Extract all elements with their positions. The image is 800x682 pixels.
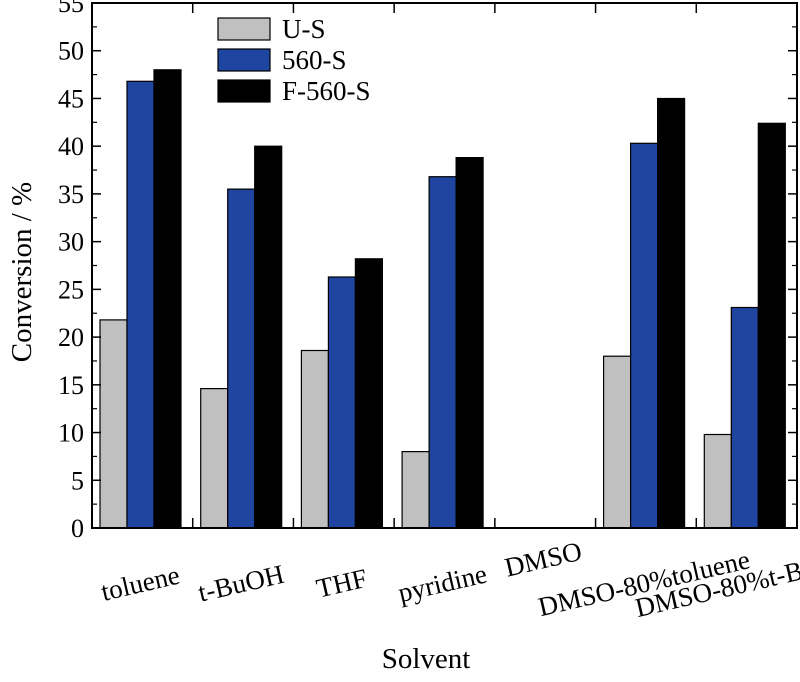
category-label: DMSO [502,536,585,583]
legend-label: F-560-S [282,76,371,106]
legend-label: 560-S [282,45,347,75]
y-tick-label: 40 [58,132,84,161]
y-tick-label: 30 [58,228,84,257]
category-labels: toluene t-BuOH THF pyridine DMSODMSO-80%tolu… [98,536,800,623]
legend-swatch [217,48,271,72]
bar-560-s-2 [327,276,356,529]
y-axis-title: Conversion / % [6,182,38,362]
bar-560-s-3 [428,176,457,529]
bar-u-s-5 [602,355,632,529]
category-label: toluene [98,560,182,607]
bars-group [99,69,786,529]
bar-u-s-3 [401,451,430,529]
y-tick-label: 25 [58,275,84,304]
y-tick-label: 5 [71,466,84,495]
bar-f-560-s-1 [254,145,283,529]
bar-u-s-2 [300,349,329,529]
bar-560-s-1 [227,188,256,529]
bar-f-560-s-2 [354,258,383,529]
bar-f-560-s-6 [757,122,786,529]
category-label: THF [314,563,370,604]
y-tick-label: 55 [58,0,84,18]
bar-560-s-6 [730,306,759,529]
bar-u-s-1 [200,388,229,529]
y-tick-label: 0 [71,514,84,543]
category-label: t-BuOH [195,559,287,608]
axes-group: 0 5 10 15 20 25 30 35 40 45 50 55 [58,0,798,543]
y-tick-label: 45 [58,84,84,113]
y-tick-label: 15 [58,371,84,400]
x-axis-title: Solvent [382,643,471,675]
y-tick-label: 10 [58,419,84,448]
legend-label: U-S [282,14,326,44]
legend-swatch [217,79,271,103]
bar-f-560-s-5 [656,97,686,529]
bar-u-s-6 [703,433,732,529]
bar-f-560-s-3 [455,157,484,529]
bar-560-s-0 [126,80,155,529]
bar-f-560-s-0 [153,69,182,529]
bar-560-s-5 [629,142,659,529]
legend-swatch [217,17,271,41]
y-tick-label: 20 [58,323,84,352]
bar-u-s-0 [99,319,128,529]
category-label: pyridine [395,558,489,607]
y-tick-label: 35 [58,180,84,209]
y-tick-label: 50 [58,37,84,66]
